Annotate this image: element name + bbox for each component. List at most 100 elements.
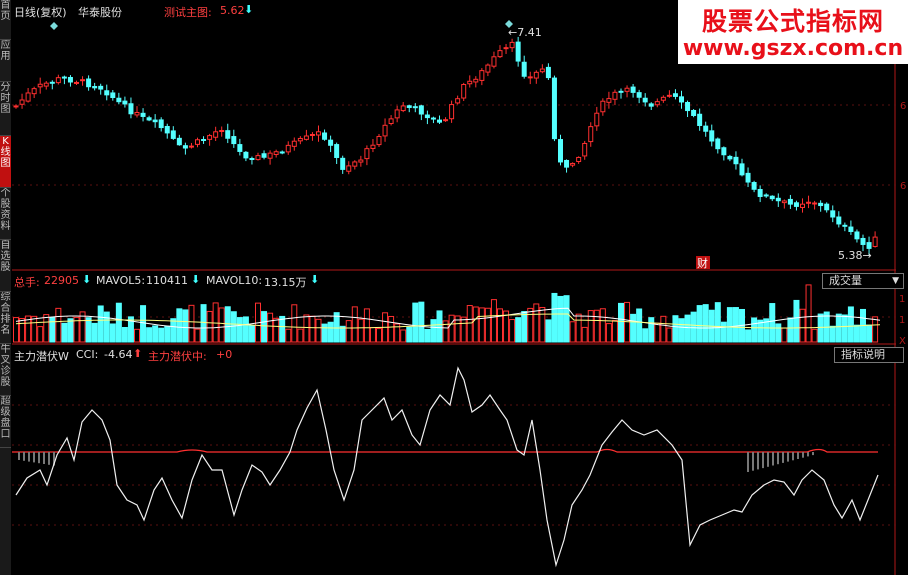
price-axis-label: 6 [900,101,906,112]
candle-body [158,119,164,129]
candle-body [443,119,449,122]
volume-bar [509,319,516,343]
lurking-label: 主力潜伏中: [148,350,207,363]
volume-bar [672,315,679,343]
candle-body [594,112,600,127]
volume-bar [103,311,110,343]
sidebar-tab-9[interactable]: 超级盘口 [0,396,11,448]
candle-body [582,142,588,157]
candle-body [25,92,31,102]
volume-bar [684,314,691,343]
candle-body [697,113,703,126]
candle-body [297,137,303,142]
volume-bar [817,313,824,343]
sidebar-tab-6[interactable]: 自选股 [0,240,11,292]
sidebar-tab-8[interactable]: 牛叉诊股 [0,344,11,396]
arrow-down-icon: ⬇ [191,273,201,286]
candle-body [346,165,352,172]
volume-bar [218,307,225,343]
volume-bar [648,317,655,343]
volume-bar [799,308,806,343]
volume-bar [430,319,437,343]
candle-body [243,151,249,159]
sidebar-tab-3[interactable]: 分时图 [0,82,11,136]
candle-body [800,203,805,208]
sidebar-tab-7[interactable]: 综合排名 [0,292,11,344]
candle-body [757,188,763,197]
candle-body [67,76,73,83]
volume-bar [775,323,782,343]
watermark-title: 股票公式指标网 [701,7,884,36]
indicator-help-button[interactable]: 指标说明 [834,347,904,363]
watermark-url: www.gszx.com.cn [682,36,904,61]
candle-body [92,86,98,89]
volume-bar [460,316,467,343]
candle-body [334,144,340,158]
volume-bar [642,328,649,343]
sidebar-tab-2[interactable]: 应用 [0,40,11,82]
candle-body [207,135,213,140]
volume-panel-label: 成交量 [829,274,862,287]
candle-body [715,138,721,150]
volume-bar [466,305,473,343]
volume-bar [551,292,558,343]
candle-body [255,155,261,161]
volume-bar [539,306,546,343]
candle-body [866,242,872,249]
candle-body [570,162,576,166]
candle-body [485,64,491,73]
arrow-up-icon: ⬆ [133,347,143,360]
candle-body [164,125,170,134]
volume-bar [702,304,709,343]
volume-bar [454,315,461,343]
candle-body [733,156,739,165]
candle-body [61,76,67,79]
volume-total-label: 总手: [14,276,40,289]
candle-body [104,90,110,96]
volume-bar [345,320,352,343]
candle-body [806,201,812,204]
volume-total-value: 22905 [44,274,79,287]
arrow-down-icon: ⬇ [244,3,254,16]
arrow-down-icon: ⬇ [310,273,320,286]
lurking-value: +0 [216,348,233,361]
volume-bar [757,319,764,343]
volume-bar [587,310,594,343]
candle-body [545,66,551,79]
volume-bar [436,310,443,343]
volume-panel-select[interactable]: 成交量 ▼ [822,273,904,289]
volume-bar [25,315,32,343]
volume-bar [611,319,618,343]
volume-bar [696,305,703,343]
candle-body [503,47,509,50]
volume-bar [236,317,243,343]
candle-body [515,41,521,62]
candle-body [449,104,455,120]
volume-bar [630,313,637,343]
candle-body [848,226,854,232]
volume-bar [563,295,570,343]
period-label[interactable]: 日线(复权) [14,6,67,19]
signal-histogram-bar [33,452,35,463]
volume-bar [811,328,818,343]
volume-bar [394,323,401,343]
signal-histogram-bar [747,452,749,472]
volume-bar [853,324,860,343]
volume-bar [357,318,364,343]
volume-bar [49,317,56,343]
sidebar-tab-4[interactable]: K线图 [0,136,11,188]
volume-bar [297,328,304,343]
volume-bar [164,325,171,343]
chart-canvas[interactable]: 66611X←7.415.38→财 [12,0,908,575]
sidebar-tab-5[interactable]: 个股资料 [0,188,11,240]
volume-bar [805,284,812,343]
cci-line [15,366,879,568]
sidebar-tab-1[interactable]: 首页 [0,0,11,40]
volume-bar [654,322,661,343]
volume-bar [835,313,842,343]
volume-bar [140,305,147,343]
volume-bar [533,303,540,343]
candle-body [285,144,291,153]
volume-bar [521,311,528,343]
volume-bar [333,312,340,343]
